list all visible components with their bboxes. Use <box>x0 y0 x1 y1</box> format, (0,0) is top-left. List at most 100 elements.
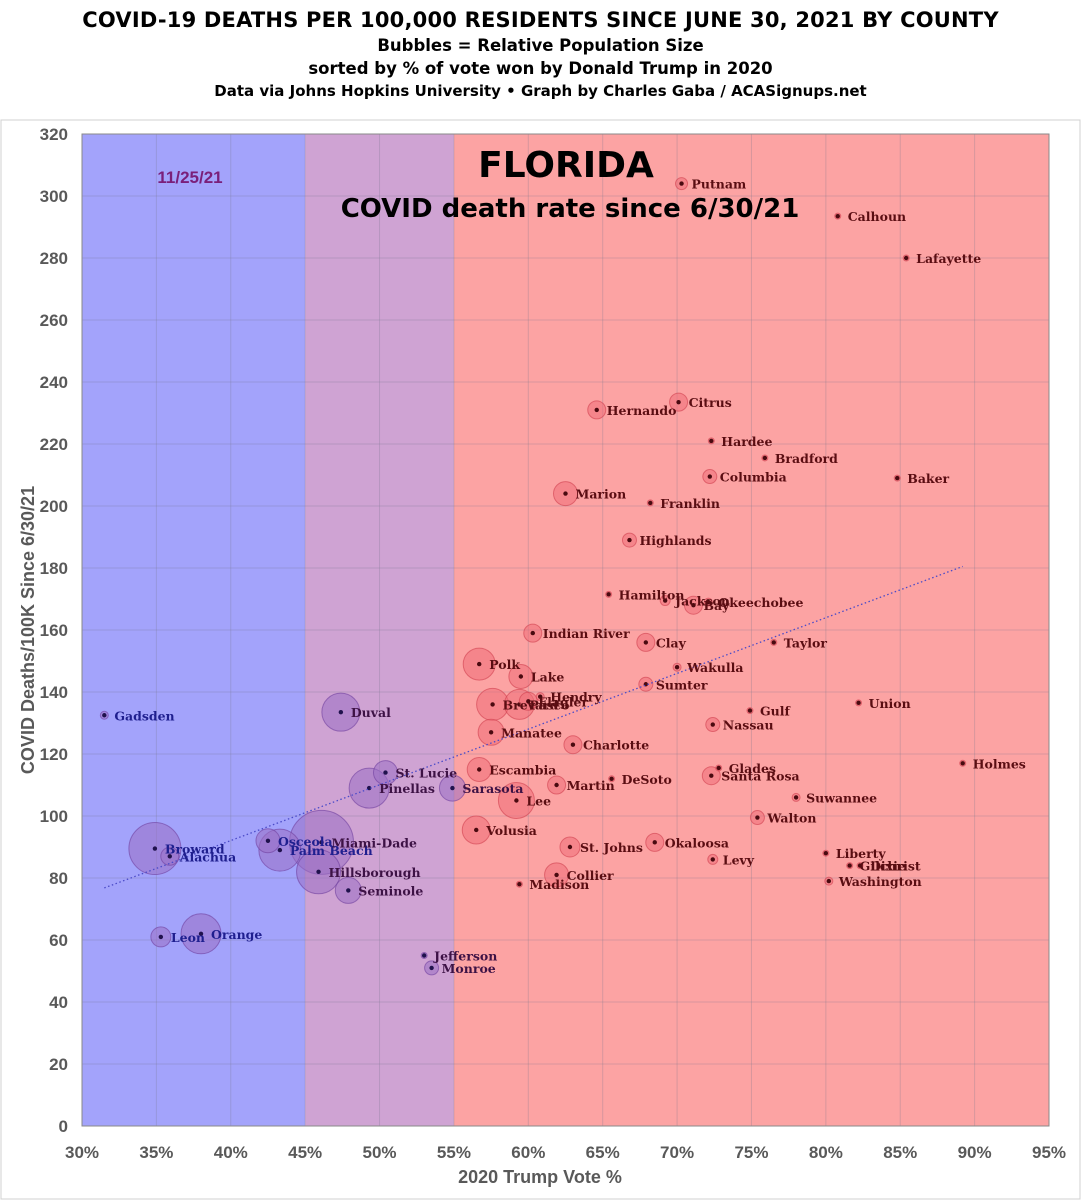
county-label: Bay <box>703 598 730 613</box>
point-marker <box>709 438 714 444</box>
point-marker <box>707 474 713 479</box>
county-label: Pinellas <box>379 781 435 796</box>
point-marker <box>674 665 680 670</box>
point-marker <box>643 640 649 645</box>
point-marker <box>102 713 107 718</box>
county-label: Hardee <box>721 434 772 449</box>
county-label: Clay <box>656 635 687 650</box>
county-label: Hendry <box>550 690 602 705</box>
point-marker <box>856 700 861 706</box>
county-label: Holmes <box>973 756 1026 771</box>
point-marker <box>277 847 283 853</box>
county-label: Escambia <box>489 763 556 778</box>
state-annotation: FLORIDA <box>478 145 654 186</box>
y-axis-ticks: 0 20 40 60 80 100 120 140 160 180 200 220 240 260 280 3… <box>40 125 68 1136</box>
point-marker <box>847 863 852 868</box>
x-tick-label: 75% <box>734 1143 768 1162</box>
x-tick-label: 45% <box>288 1143 322 1162</box>
county-label: Putnam <box>692 177 747 192</box>
county-label: Columbia <box>720 470 787 485</box>
point-marker <box>710 857 715 862</box>
date-annotation: 11/25/21 <box>157 168 222 187</box>
x-tick-label: 55% <box>437 1143 471 1162</box>
point-marker <box>538 694 543 699</box>
county-label: Orange <box>211 927 262 942</box>
county-label: Nassau <box>723 718 774 733</box>
x-tick-label: 40% <box>214 1143 248 1162</box>
point-marker <box>771 640 776 645</box>
county-label: Jackson <box>674 594 730 609</box>
subtitle-annotation: COVID death rate since 6/30/21 <box>341 194 800 224</box>
point-marker <box>198 931 204 936</box>
county-label: Lafayette <box>916 251 981 266</box>
point-marker <box>429 965 434 971</box>
y-tick-label: 300 <box>40 187 68 206</box>
point-marker <box>338 709 344 715</box>
county-label: Union <box>869 696 911 711</box>
point-marker <box>762 455 768 461</box>
county-label: Wakulla <box>686 660 743 675</box>
county-label: Flagler <box>538 694 588 709</box>
x-tick-label: 60% <box>511 1143 545 1162</box>
point-marker <box>346 888 351 893</box>
point-marker <box>570 742 576 747</box>
point-marker <box>662 598 668 603</box>
point-marker <box>518 674 524 679</box>
county-label: Levy <box>723 852 755 867</box>
y-tick-label: 120 <box>40 745 68 764</box>
county-label: Martin <box>567 778 615 793</box>
county-label: St. Johns <box>580 840 643 855</box>
x-tick-label: 50% <box>363 1143 397 1162</box>
y-tick-label: 0 <box>59 1117 68 1136</box>
point-marker <box>316 869 321 874</box>
county-label: Broward <box>165 842 225 857</box>
county-label: Seminole <box>358 883 423 898</box>
county-label: Hernando <box>607 403 677 418</box>
y-tick-label: 180 <box>40 559 68 578</box>
county-label: Washington <box>838 874 922 889</box>
county-label: Osceola <box>278 834 333 849</box>
county-label: Suwannee <box>806 790 877 805</box>
point-marker <box>554 872 559 878</box>
county-label: Franklin <box>660 496 720 511</box>
point-marker <box>477 661 482 667</box>
county-label: Baker <box>907 471 949 486</box>
x-tick-label: 70% <box>660 1143 694 1162</box>
point-marker <box>747 708 753 713</box>
y-tick-label: 140 <box>40 683 68 702</box>
point-marker <box>716 765 721 771</box>
point-marker <box>960 761 965 766</box>
zone-blue <box>82 134 306 1126</box>
plot-border <box>81 133 1050 1127</box>
county-label: Liberty <box>836 846 887 861</box>
point-marker <box>835 213 840 219</box>
point-marker <box>152 846 158 851</box>
county-label: Lake <box>531 670 565 685</box>
point-marker <box>383 770 388 775</box>
county-label: Gadsden <box>114 708 174 723</box>
point-marker <box>652 840 657 845</box>
y-tick-label: 20 <box>49 1055 68 1074</box>
x-tick-label: 95% <box>1032 1143 1066 1162</box>
point-marker <box>823 851 829 856</box>
point-marker <box>691 603 696 608</box>
county-label: Charlotte <box>583 738 649 753</box>
county-label: Santa Rosa <box>721 769 799 784</box>
county-label: Miami-Dade <box>332 835 418 850</box>
chart-subtitle-bubbles: Bubbles = Relative Population Size <box>377 36 704 55</box>
point-marker <box>594 407 599 413</box>
county-label: Hillsborough <box>329 865 421 880</box>
x-tick-label: 35% <box>139 1143 173 1162</box>
chart-header: COVID-19 DEATHS PER 100,000 RESIDENTS SI… <box>0 6 1081 102</box>
x-axis-ticks: 30% 35% 40% 45% 50% 55% 60% 65% 70% 75% 80% 85% 90% 9… <box>65 1143 1066 1162</box>
point-marker <box>609 776 614 781</box>
x-tick-label: 85% <box>883 1143 917 1162</box>
x-tick-label: 80% <box>809 1143 843 1162</box>
county-label: Collier <box>567 868 614 883</box>
county-label: Highlands <box>639 533 711 548</box>
x-tick-label: 65% <box>586 1143 620 1162</box>
point-marker <box>710 722 715 727</box>
county-bubbles <box>99 177 967 976</box>
point-marker <box>826 878 832 884</box>
y-tick-label: 320 <box>40 125 68 144</box>
